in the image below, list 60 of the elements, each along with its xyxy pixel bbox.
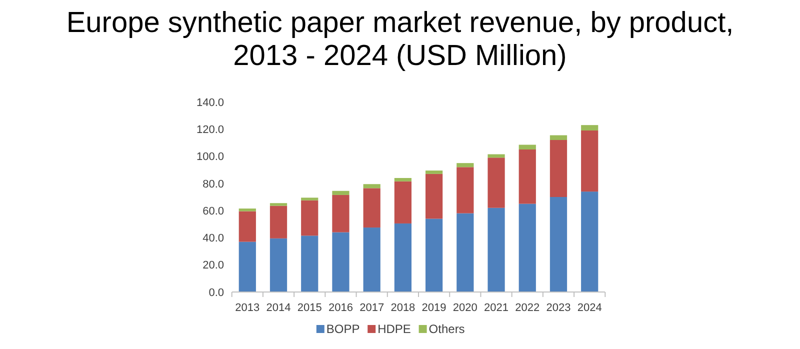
bar <box>550 197 568 292</box>
bar <box>332 232 350 292</box>
bar <box>456 213 474 292</box>
bar <box>488 158 505 208</box>
x-tick-label: 2022 <box>515 302 540 314</box>
y-tick-label: 140.0 <box>196 96 224 109</box>
bar <box>363 228 380 292</box>
bar <box>550 140 568 197</box>
bar <box>550 135 568 140</box>
bar <box>394 223 412 292</box>
y-tick-label: 20.0 <box>202 260 224 272</box>
bar <box>394 178 412 182</box>
bar <box>238 211 256 242</box>
bar <box>394 181 412 224</box>
x-tick-label: 2024 <box>577 302 602 314</box>
y-tick-label: 100.0 <box>196 151 224 164</box>
x-tick-label: 2021 <box>484 302 509 314</box>
y-tick-label: 40.0 <box>202 232 224 245</box>
bar <box>270 238 288 292</box>
bar <box>426 170 443 174</box>
y-tick-label: 60.0 <box>202 205 224 218</box>
y-tick-label: 0.0 <box>208 286 224 299</box>
x-tick-label: 2023 <box>546 302 571 314</box>
bar <box>518 204 536 292</box>
bar <box>301 198 318 200</box>
x-tick-label: 2013 <box>235 302 260 314</box>
bar <box>456 163 474 168</box>
bar <box>270 206 288 238</box>
chart-title: Europe synthetic paper market revenue, by product, 2013 - 2024 (USD Million) <box>66 7 734 72</box>
x-tick-label: 2015 <box>297 302 322 314</box>
x-tick-label: 2017 <box>360 302 384 314</box>
bar <box>456 167 474 214</box>
bar <box>426 218 443 292</box>
bar <box>488 208 505 292</box>
x-tick-label: 2020 <box>452 302 478 314</box>
y-tick-label: 120.0 <box>196 124 224 136</box>
bar <box>581 130 598 192</box>
x-tick-label: 2016 <box>328 302 353 314</box>
bar <box>518 150 536 204</box>
bar <box>363 188 380 228</box>
bar <box>518 144 536 150</box>
bar <box>488 154 505 158</box>
bar <box>238 208 256 212</box>
bar <box>332 190 350 195</box>
bar <box>238 242 256 292</box>
x-tick-label: 2018 <box>390 302 416 314</box>
bar <box>270 203 288 206</box>
bar <box>332 194 350 232</box>
legend-label: HDPE <box>378 322 411 336</box>
legend-label: Others <box>428 322 465 336</box>
x-tick-label: 2014 <box>266 302 291 314</box>
bar <box>581 192 598 292</box>
legend-label: BOPP <box>326 322 360 336</box>
y-tick-label: 80.0 <box>202 178 224 190</box>
bar <box>581 125 598 130</box>
bar <box>426 174 443 219</box>
bar <box>363 184 380 188</box>
bar <box>301 236 318 292</box>
x-tick-label: 2019 <box>422 302 446 314</box>
bar <box>301 200 318 236</box>
